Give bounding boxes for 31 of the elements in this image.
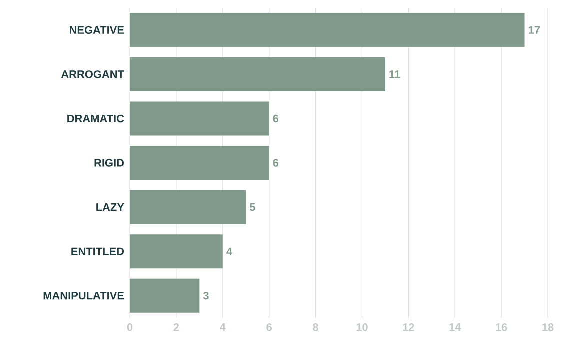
bar xyxy=(130,57,386,92)
x-tick-label: 18 xyxy=(542,324,554,332)
data-label: 6 xyxy=(273,159,279,167)
y-tick-label: DRAMATIC xyxy=(68,114,124,123)
data-label: 11 xyxy=(390,70,400,78)
data-label: 3 xyxy=(203,292,209,300)
data-label: 4 xyxy=(226,248,232,256)
data-label: 6 xyxy=(273,114,279,123)
y-tick-label: RIGID xyxy=(94,159,124,167)
x-tick-label: 2 xyxy=(174,324,180,332)
x-tick-label: 10 xyxy=(356,324,368,332)
y-tick-label: LAZY xyxy=(96,204,124,212)
bar xyxy=(130,278,200,313)
bar xyxy=(130,13,525,48)
y-tick-label: MANIPULATIVE xyxy=(44,292,124,300)
x-tick-label: 8 xyxy=(313,324,318,332)
x-tick-label: 0 xyxy=(127,324,133,332)
bar xyxy=(130,234,223,269)
bar xyxy=(130,102,270,136)
x-tick-label: 14 xyxy=(450,324,462,332)
x-tick-label: 4 xyxy=(220,324,226,332)
y-tick-label: ENTITLED xyxy=(72,248,124,256)
y-tick-label: NEGATIVE xyxy=(70,26,124,34)
data-label: 5 xyxy=(250,203,256,212)
x-tick-label: 16 xyxy=(496,324,508,332)
data-label: 17 xyxy=(528,26,540,34)
bar xyxy=(130,190,246,224)
bar xyxy=(130,146,270,180)
x-tick-label: 6 xyxy=(266,324,272,332)
y-tick-label: ARROGANT xyxy=(61,70,124,78)
x-tick-label: 12 xyxy=(403,324,414,332)
